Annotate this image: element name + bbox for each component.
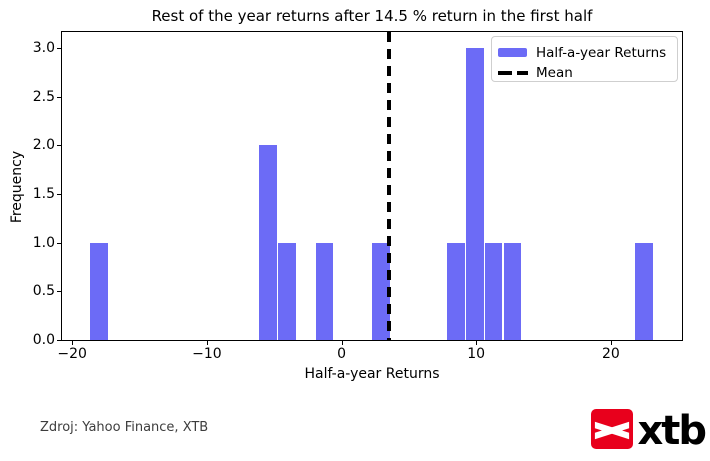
y-tick-mark [57, 145, 61, 147]
y-tick-label: 1.5 [32, 185, 55, 202]
histogram-bar [372, 242, 390, 340]
y-tick-label: 0.5 [32, 283, 55, 300]
histogram-bar [465, 47, 484, 340]
legend-item: Mean [498, 64, 669, 81]
x-tick-label: 10 [467, 346, 486, 362]
xtb-x-icon [595, 421, 630, 440]
y-tick-mark [57, 193, 61, 195]
y-tick-label: 1.0 [32, 234, 55, 251]
y-tick-mark [57, 96, 61, 98]
x-axis-label: Half-a-year Returns [304, 366, 440, 382]
x-tick-mark [476, 341, 478, 345]
histogram-bar [635, 242, 653, 340]
histogram-bar [315, 242, 334, 340]
legend-item-label: Half-a-year Returns [536, 44, 667, 61]
y-tick-mark [57, 47, 61, 49]
xtb-logo-mark [591, 409, 634, 449]
y-tick-label: 3.0 [32, 39, 55, 56]
source-note: Zdroj: Yahoo Finance, XTB [40, 420, 209, 435]
histogram-bar [484, 242, 503, 340]
x-tick-label: 20 [601, 346, 620, 362]
legend-item-label: Mean [536, 64, 573, 81]
bar-swatch-icon [498, 48, 527, 57]
legend-item: Half-a-year Returns [498, 44, 669, 61]
y-tick-mark [57, 291, 61, 293]
x-tick-mark [72, 341, 74, 345]
y-tick-mark [57, 242, 61, 244]
y-tick-label: 2.5 [32, 88, 55, 105]
histogram-bar [259, 145, 277, 340]
xtb-logo-text: xtb [637, 408, 707, 454]
histogram-bar [503, 242, 522, 340]
y-tick-label: 0.0 [32, 332, 55, 348]
x-tick-label: −10 [192, 346, 222, 362]
y-tick-mark [57, 340, 61, 341]
histogram-bar [278, 242, 296, 340]
y-tick-label: 2.0 [32, 137, 55, 154]
x-tick-mark [206, 341, 208, 345]
legend: Half-a-year Returns Mean [491, 36, 678, 82]
x-tick-mark [341, 341, 343, 345]
x-tick-label: −20 [57, 346, 87, 362]
x-tick-mark [610, 341, 612, 345]
mean-line [386, 32, 391, 340]
x-tick-label: 0 [337, 346, 347, 362]
histogram-bar [447, 242, 465, 340]
dashed-line-icon [498, 70, 528, 75]
plot-area: Half-a-year Returns Mean [61, 31, 683, 341]
histogram-bar [90, 242, 108, 340]
chart-title: Rest of the year returns after 14.5 % re… [151, 7, 593, 25]
xtb-logo: xtb [591, 408, 707, 454]
